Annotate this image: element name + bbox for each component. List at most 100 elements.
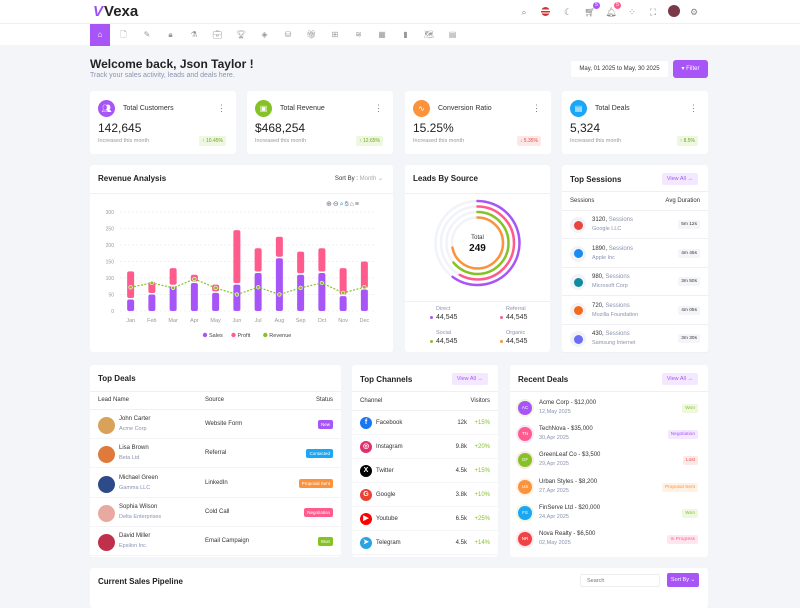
status-badge: New [317, 420, 333, 429]
divider [562, 191, 708, 192]
stat-icon: ▣ [255, 100, 272, 117]
nav-badge-icon[interactable]: ◈ [261, 30, 268, 39]
flag-us-icon[interactable] [540, 6, 552, 18]
source-value: 44,545 [506, 338, 528, 345]
channel-change: +25% [474, 516, 490, 522]
sales-pipeline-card: Current Sales Pipeline Sort By ⌄ [90, 568, 708, 608]
session-row: 430, Sessions Samsung Internet 3m 30s [562, 325, 708, 353]
profit-bar [254, 248, 262, 272]
logo[interactable]: V Vexa [93, 3, 138, 20]
sort-by-button[interactable]: Sort By ⌄ [667, 573, 699, 587]
google-icon: G [360, 489, 372, 501]
nav-table-icon[interactable]: ▦ [378, 30, 386, 39]
recent-deal-row: FS FinServe Ltd - $20,000 24,Apr 2025 Wo… [510, 504, 708, 530]
sales-bar [169, 286, 177, 311]
recent-deal-row: AC Acme Corp - $12,000 12,May 2025 Won [510, 399, 708, 425]
nav-grid-icon[interactable]: ⊞ [331, 30, 339, 39]
sort-dropdown[interactable]: Sort By : Month ⌄ [335, 175, 383, 182]
avatar[interactable] [668, 5, 680, 17]
date-range-picker[interactable]: May, 01 2025 to May, 30 2025 [571, 61, 668, 77]
legend-dot [430, 315, 433, 319]
nav-layers-icon[interactable]: ≋ [355, 30, 362, 39]
nav-gift-icon[interactable]: 🎁︎ [306, 30, 317, 39]
zoom-select-icon[interactable]: ⌕ [339, 201, 345, 208]
channel-row: ➤ Telegram 4.5k +14% [352, 531, 498, 555]
nav-database-icon[interactable]: ⛁ [284, 30, 292, 39]
zoom-out-icon[interactable]: ⊖ [332, 201, 340, 208]
deal-date: 24,Apr 2025 [539, 513, 569, 520]
session-count: 980, [592, 274, 604, 280]
stat-label: Total Customers [123, 105, 174, 112]
channel-change: +10% [474, 492, 490, 498]
page-title: Welcome back, Json Taylor ! [90, 57, 254, 71]
search-icon[interactable]: ⌕ [521, 7, 527, 17]
moon-icon[interactable]: ☾ [563, 7, 573, 17]
nav-flask-icon[interactable]: ⚗ [190, 30, 198, 39]
stat-value: $468,254 [255, 121, 306, 135]
filter-icon: ▾ [681, 66, 687, 72]
bell-icon[interactable]: 🔔︎ 5 [605, 2, 621, 18]
nav-bar-chart-icon[interactable]: ▮ [403, 30, 408, 39]
status-badge: In Progress [667, 535, 698, 544]
nav-map-icon[interactable]: 🗺︎ [423, 30, 435, 39]
source-name: Direct [436, 306, 451, 312]
more-options-icon[interactable]: ⋮ [217, 103, 226, 113]
donut-arc-referral [439, 205, 516, 281]
sales-bar [360, 289, 368, 311]
session-org: Apple Inc [592, 254, 615, 261]
fullscreen-icon[interactable]: ⛶ [649, 7, 657, 17]
channel-visitors: 6.5k [455, 516, 467, 522]
sales-bar [212, 292, 220, 311]
donut-arc-direct [434, 199, 521, 287]
nav-briefcase-icon[interactable]: 💼︎ [212, 30, 223, 39]
nav-trophy-icon[interactable]: 🏆︎ [235, 30, 247, 39]
nav-file-icon[interactable]: 🗋︎ [120, 30, 127, 39]
recent-deals-card: Recent Deals View All → AC Acme Corp - $… [510, 365, 708, 557]
channel-row: ▶ Youtube 6.5k +25% [352, 507, 498, 531]
cart-icon[interactable]: 🛒︎ 5 [584, 2, 600, 18]
channel-name: Facebook [376, 420, 403, 426]
zoom-in-icon[interactable]: ⊕ [326, 201, 333, 208]
card-title: Top Channels [360, 375, 413, 384]
lead-name: Sophia Wilson [119, 503, 158, 510]
search-input[interactable] [580, 574, 660, 587]
deal-date: 27,Apr 2025 [539, 487, 569, 494]
legend-label: Sales [209, 333, 223, 339]
view-all-button[interactable]: View All → [451, 373, 488, 385]
top-channels-card: Top Channels View All → Channel Visitors… [352, 365, 498, 557]
view-all-button[interactable]: View All → [661, 373, 698, 385]
nav-lock-icon[interactable]: 🔒︎ [168, 30, 173, 39]
channel-change: +14% [474, 540, 490, 546]
revenue-point [362, 285, 367, 290]
revenue-point [256, 285, 261, 290]
home-reset-icon[interactable]: ⌂ [349, 201, 355, 208]
profit-bar [339, 268, 347, 295]
lead-source: Email Campaign [205, 538, 250, 545]
nav-layout-icon[interactable]: ▤ [448, 30, 457, 39]
deal-title: FinServe Ltd - $20,000 [539, 504, 601, 511]
stat-label: Total Revenue [280, 105, 325, 112]
x-tick-label: Jul [255, 318, 262, 324]
session-word: Sessions [608, 217, 634, 223]
more-options-icon[interactable]: ⋮ [689, 103, 698, 113]
more-options-icon[interactable]: ⋮ [374, 103, 383, 113]
page-subtitle: Track your sales activity, leads and dea… [90, 72, 235, 79]
source-name: Organic [506, 330, 526, 336]
deal-title: Urban Styles - $8,200 [539, 478, 598, 485]
channel-change: +15% [474, 420, 490, 426]
view-all-button[interactable]: View All → [661, 173, 698, 185]
lead-avatar [98, 504, 115, 522]
pan-icon[interactable]: ✋︎ [344, 201, 350, 208]
filter-button[interactable]: ▾ Filter [673, 60, 708, 78]
menu-icon[interactable]: ≡ [354, 201, 360, 208]
more-options-icon[interactable]: ⋮ [532, 103, 541, 113]
profit-bar [169, 268, 177, 285]
column-header: Sessions [570, 198, 595, 204]
gear-icon[interactable]: ⚙ [689, 7, 699, 17]
session-count: 430, [592, 331, 604, 337]
stat-card: ▣ Total Revenue ⋮ $468,254 Increased thi… [247, 91, 393, 154]
nav-home-icon[interactable]: ⌂ [90, 24, 110, 46]
lead-company: Beta Ltd [119, 455, 140, 462]
nav-file-edit-icon[interactable]: ✎ [143, 30, 151, 39]
apps-icon[interactable]: ⁘ [628, 7, 636, 17]
